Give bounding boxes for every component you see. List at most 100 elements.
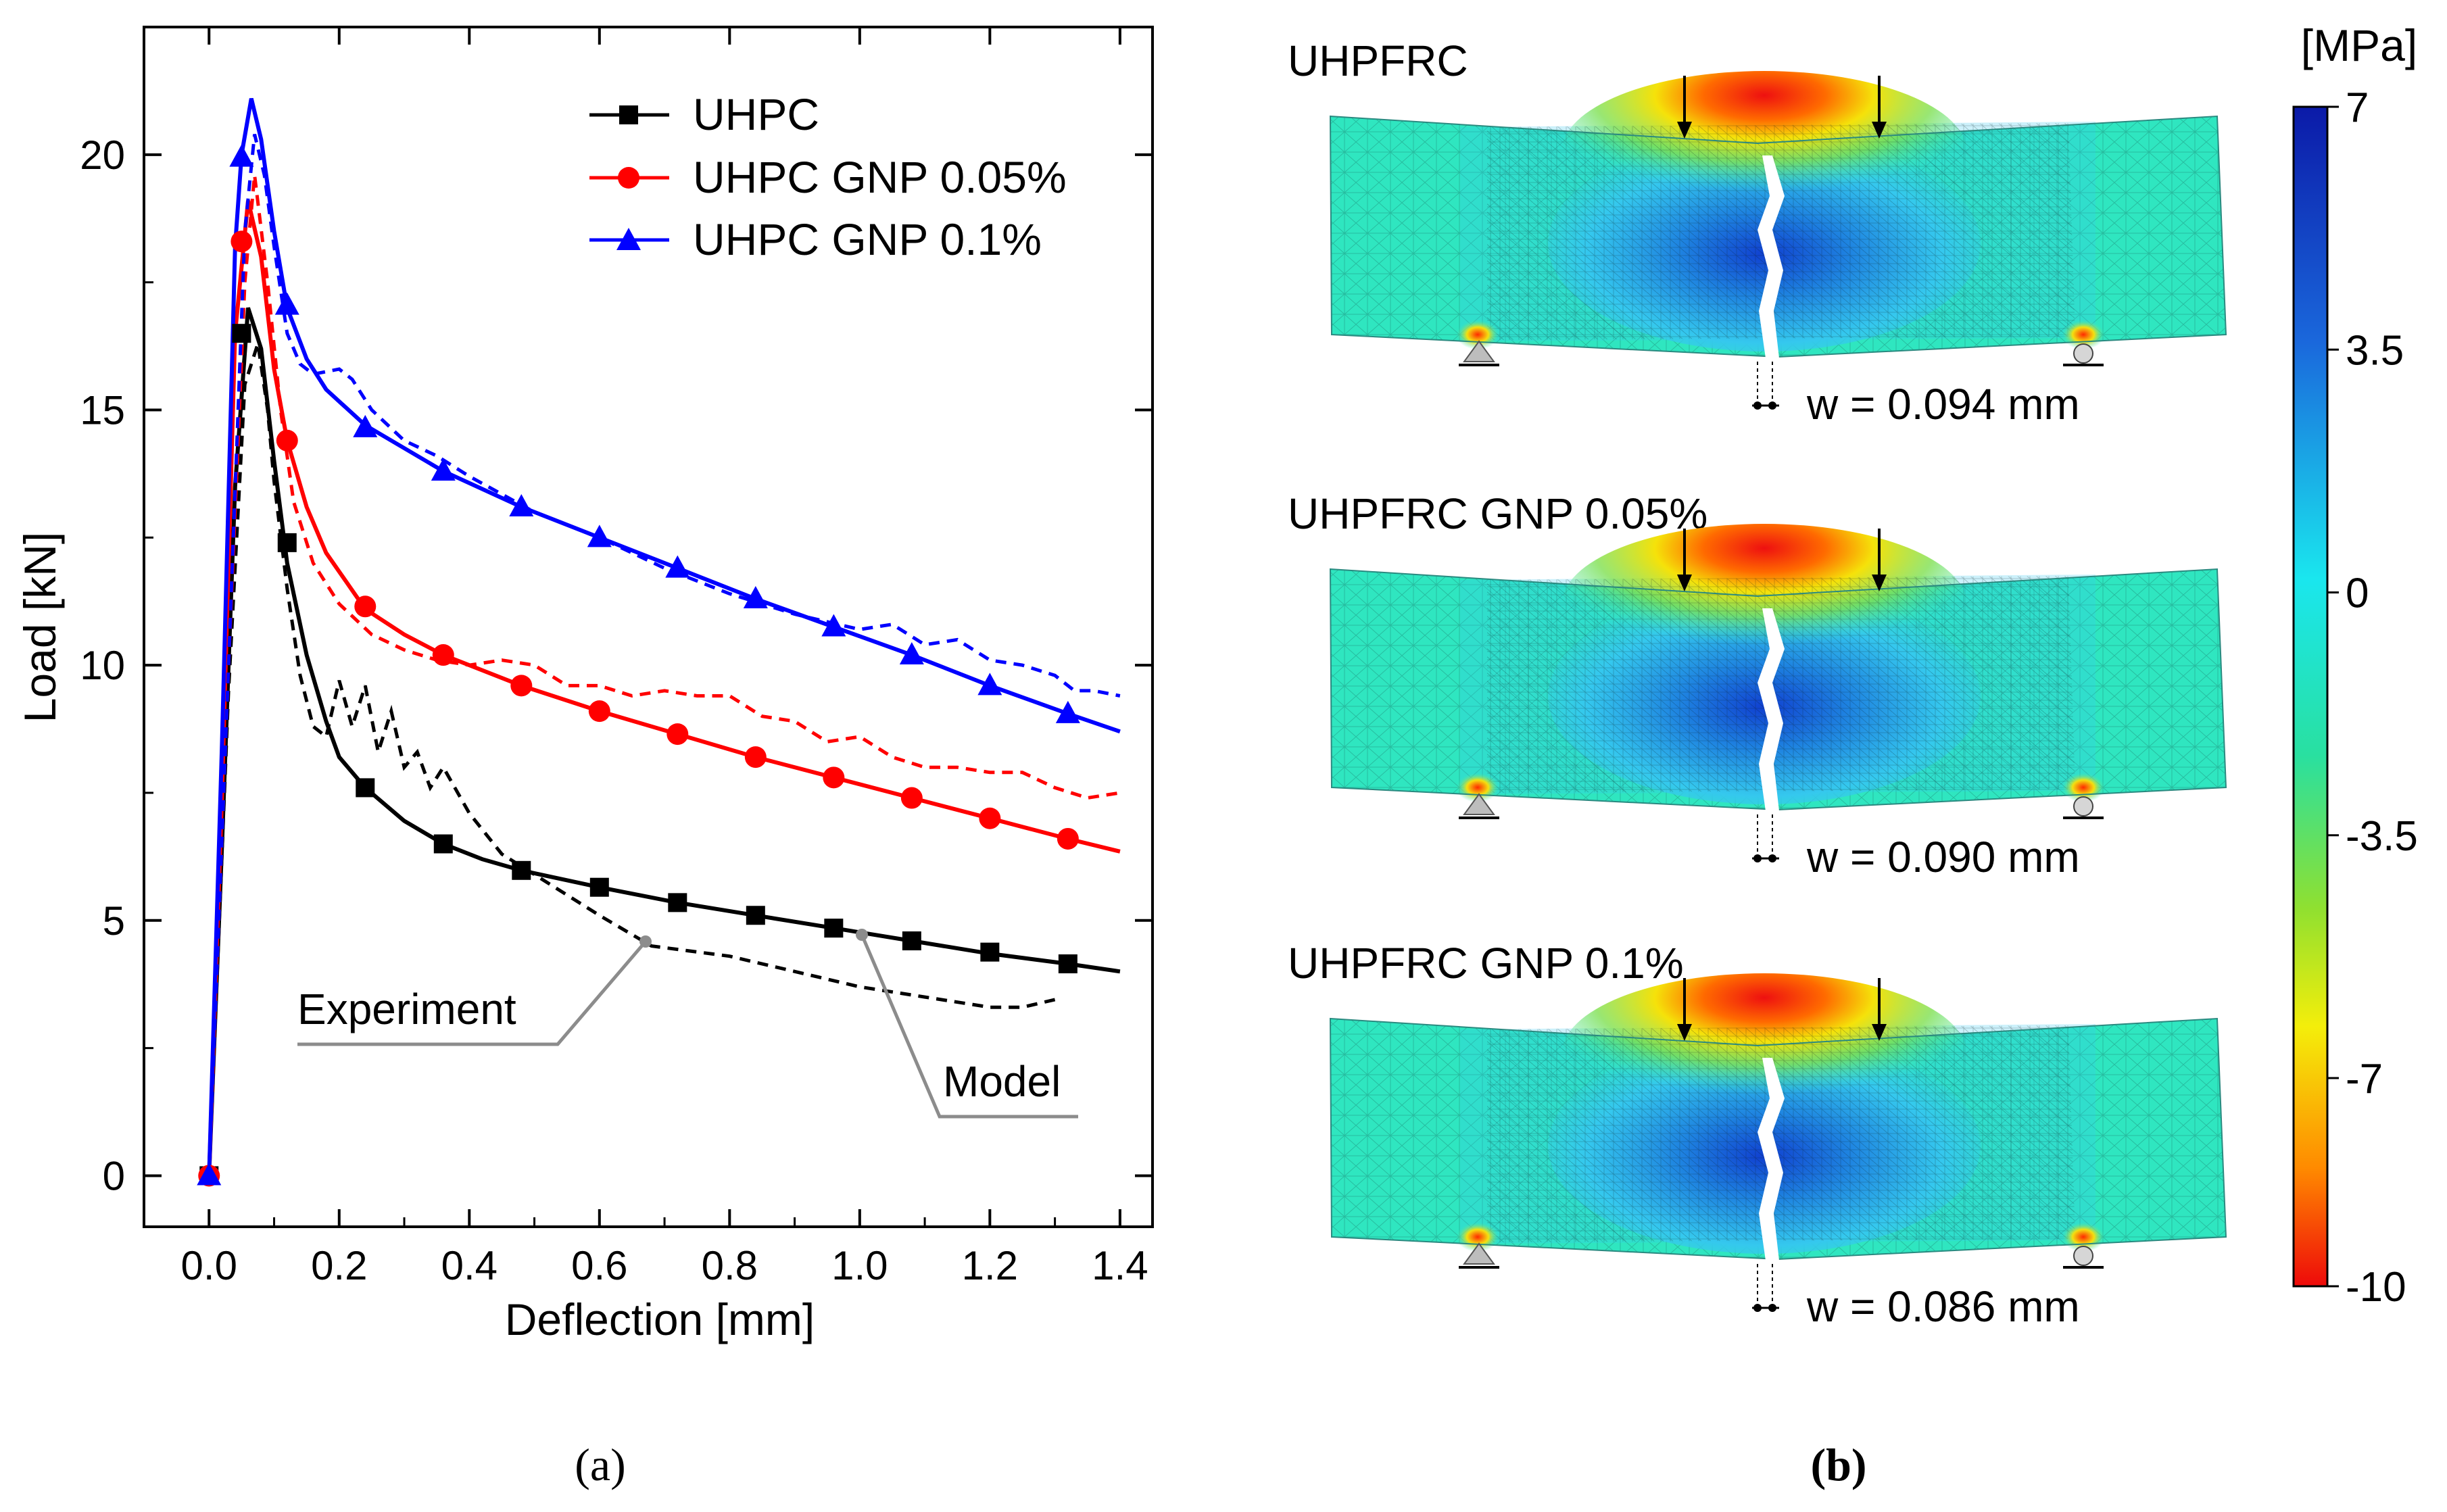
annotation-model-label: Model — [943, 1057, 1061, 1106]
colorbar-tick-label: 7 — [2346, 84, 2369, 131]
annotation-experiment: Experiment — [297, 935, 652, 1046]
crack-width-label: w = 0.086 mm — [1806, 1282, 2080, 1331]
data-point-0 — [232, 324, 251, 343]
colorbar-unit: [MPa] — [2301, 20, 2417, 70]
annotation-experiment-label: Experiment — [297, 985, 516, 1033]
legend-item-uhpc: UHPC — [589, 89, 819, 139]
data-point-2 — [353, 414, 378, 437]
data-point-0 — [980, 942, 1000, 962]
x-tick-label: 0.8 — [702, 1243, 758, 1288]
beam-title: UHPFRC — [1288, 36, 1468, 85]
colorbar-gradient — [2292, 105, 2329, 1288]
beam-mesh-fine — [1487, 576, 2075, 793]
crack-gauge-point — [1768, 854, 1776, 862]
data-point-2 — [743, 585, 768, 608]
beam-outline — [1329, 1017, 2227, 1261]
beam-title: UHPFRC GNP 0.1% — [1288, 939, 1684, 987]
load-arrow-icon — [1872, 122, 1887, 139]
y-tick-label: 0 — [103, 1153, 125, 1198]
data-point-0 — [824, 919, 844, 938]
legend-label: UHPC GNP 0.1% — [693, 214, 1042, 264]
legend-label: UHPC GNP 0.05% — [693, 152, 1067, 202]
beam-title: UHPFRC GNP 0.05% — [1288, 489, 1707, 538]
load-arrow-icon — [1677, 122, 1692, 139]
beam-mesh-fine — [1487, 1025, 2075, 1242]
x-axis-label: Deflection [mm] — [505, 1294, 815, 1344]
crack-width-label: w = 0.094 mm — [1806, 380, 2080, 429]
crack-gauge-point — [1753, 854, 1762, 862]
data-point-1 — [231, 230, 253, 253]
crack — [1758, 1058, 1785, 1261]
data-point-2 — [197, 1163, 222, 1186]
beam-2: UHPFRC GNP 0.1% w = 0.086 mm — [1288, 939, 2227, 1331]
data-point-0 — [668, 893, 687, 912]
data-point-0 — [277, 533, 297, 552]
colorbar-tick-label: -10 — [2346, 1264, 2406, 1311]
crack-width-label: w = 0.090 mm — [1806, 833, 2080, 881]
load-deflection-chart: 0.0 0.2 0.4 0.6 0.8 1.0 1.2 1.4 0 5 10 15 20 Deflec… — [15, 26, 1154, 1490]
load-arrow-icon — [1872, 575, 1887, 591]
data-point-0 — [589, 877, 609, 897]
data-point-1 — [276, 429, 298, 452]
y-tick-label: 15 — [80, 387, 125, 433]
beam-0: UHPFRC w = 0.094 mm — [1288, 36, 2227, 429]
colorbar-tick-label: 0 — [2346, 570, 2369, 617]
marker-layer — [197, 144, 1080, 1187]
crack-gauge-point — [1768, 401, 1776, 410]
x-tick-label: 0.0 — [181, 1243, 237, 1288]
data-point-2 — [587, 525, 612, 547]
plot-frame — [143, 26, 1154, 1228]
y-tick-label: 5 — [103, 898, 125, 944]
roller-support-icon — [2073, 796, 2093, 816]
legend-label: UHPC — [693, 89, 819, 139]
colorbar-tick-label: -3.5 — [2346, 813, 2418, 860]
crack-gauge-point — [1753, 1304, 1762, 1312]
legend-item-uhpc-gnp-01: UHPC GNP 0.1% — [589, 214, 1042, 264]
model-line-1 — [207, 200, 1121, 1176]
legend: UHPC UHPC GNP 0.05% UHPC GNP 0.1% — [589, 89, 1067, 264]
colorbar-tick-label: 3.5 — [2346, 327, 2404, 374]
panel-label-a: (a) — [575, 1439, 625, 1490]
colorbar: [MPa] 7 3.5 0 -3.5 -7 -10 — [2292, 20, 2418, 1311]
beam-outline — [1329, 568, 2227, 811]
crack — [1758, 608, 1785, 811]
data-point-1 — [354, 595, 377, 618]
beam-1: UHPFRC GNP 0.05% w = 0.090 mm — [1288, 489, 2227, 881]
load-arrow-icon — [1872, 1024, 1887, 1041]
x-tick-label: 0.4 — [441, 1243, 498, 1288]
data-point-2 — [899, 642, 924, 665]
data-point-0 — [512, 860, 531, 880]
data-point-1 — [667, 723, 689, 746]
data-point-0 — [1058, 954, 1077, 974]
legend-item-uhpc-gnp-005: UHPC GNP 0.05% — [589, 152, 1067, 202]
x-tick-label: 1.2 — [962, 1243, 1018, 1288]
y-tick-label: 20 — [80, 132, 125, 178]
experiment-line-0 — [207, 343, 1056, 1176]
pin-support-icon — [1463, 793, 1495, 815]
data-point-2 — [229, 144, 254, 167]
data-point-0 — [356, 778, 375, 798]
data-point-0 — [902, 931, 921, 951]
data-point-2 — [977, 673, 1002, 696]
x-axis-ticks: 0.0 0.2 0.4 0.6 0.8 1.0 1.2 1.4 — [181, 27, 1148, 1288]
pin-support-icon — [1463, 1242, 1495, 1265]
crack-gauge-point — [1768, 1304, 1776, 1312]
data-point-0 — [433, 834, 453, 854]
crack — [1758, 155, 1785, 358]
data-point-2 — [509, 494, 534, 516]
data-point-2 — [821, 614, 846, 637]
annotation-model: Model — [856, 929, 1078, 1119]
x-tick-label: 0.2 — [311, 1243, 367, 1288]
pin-support-icon — [1463, 340, 1495, 362]
data-point-1 — [744, 746, 767, 769]
data-point-1 — [432, 644, 454, 666]
roller-support-icon — [2073, 343, 2093, 364]
beam-mesh-fine — [1487, 123, 2075, 340]
data-point-2 — [431, 458, 456, 481]
data-point-2 — [665, 555, 690, 578]
data-point-1 — [1057, 827, 1079, 850]
x-tick-label: 1.4 — [1092, 1243, 1148, 1288]
y-axis-label: Load [kN] — [15, 532, 65, 723]
data-point-2 — [274, 292, 299, 315]
